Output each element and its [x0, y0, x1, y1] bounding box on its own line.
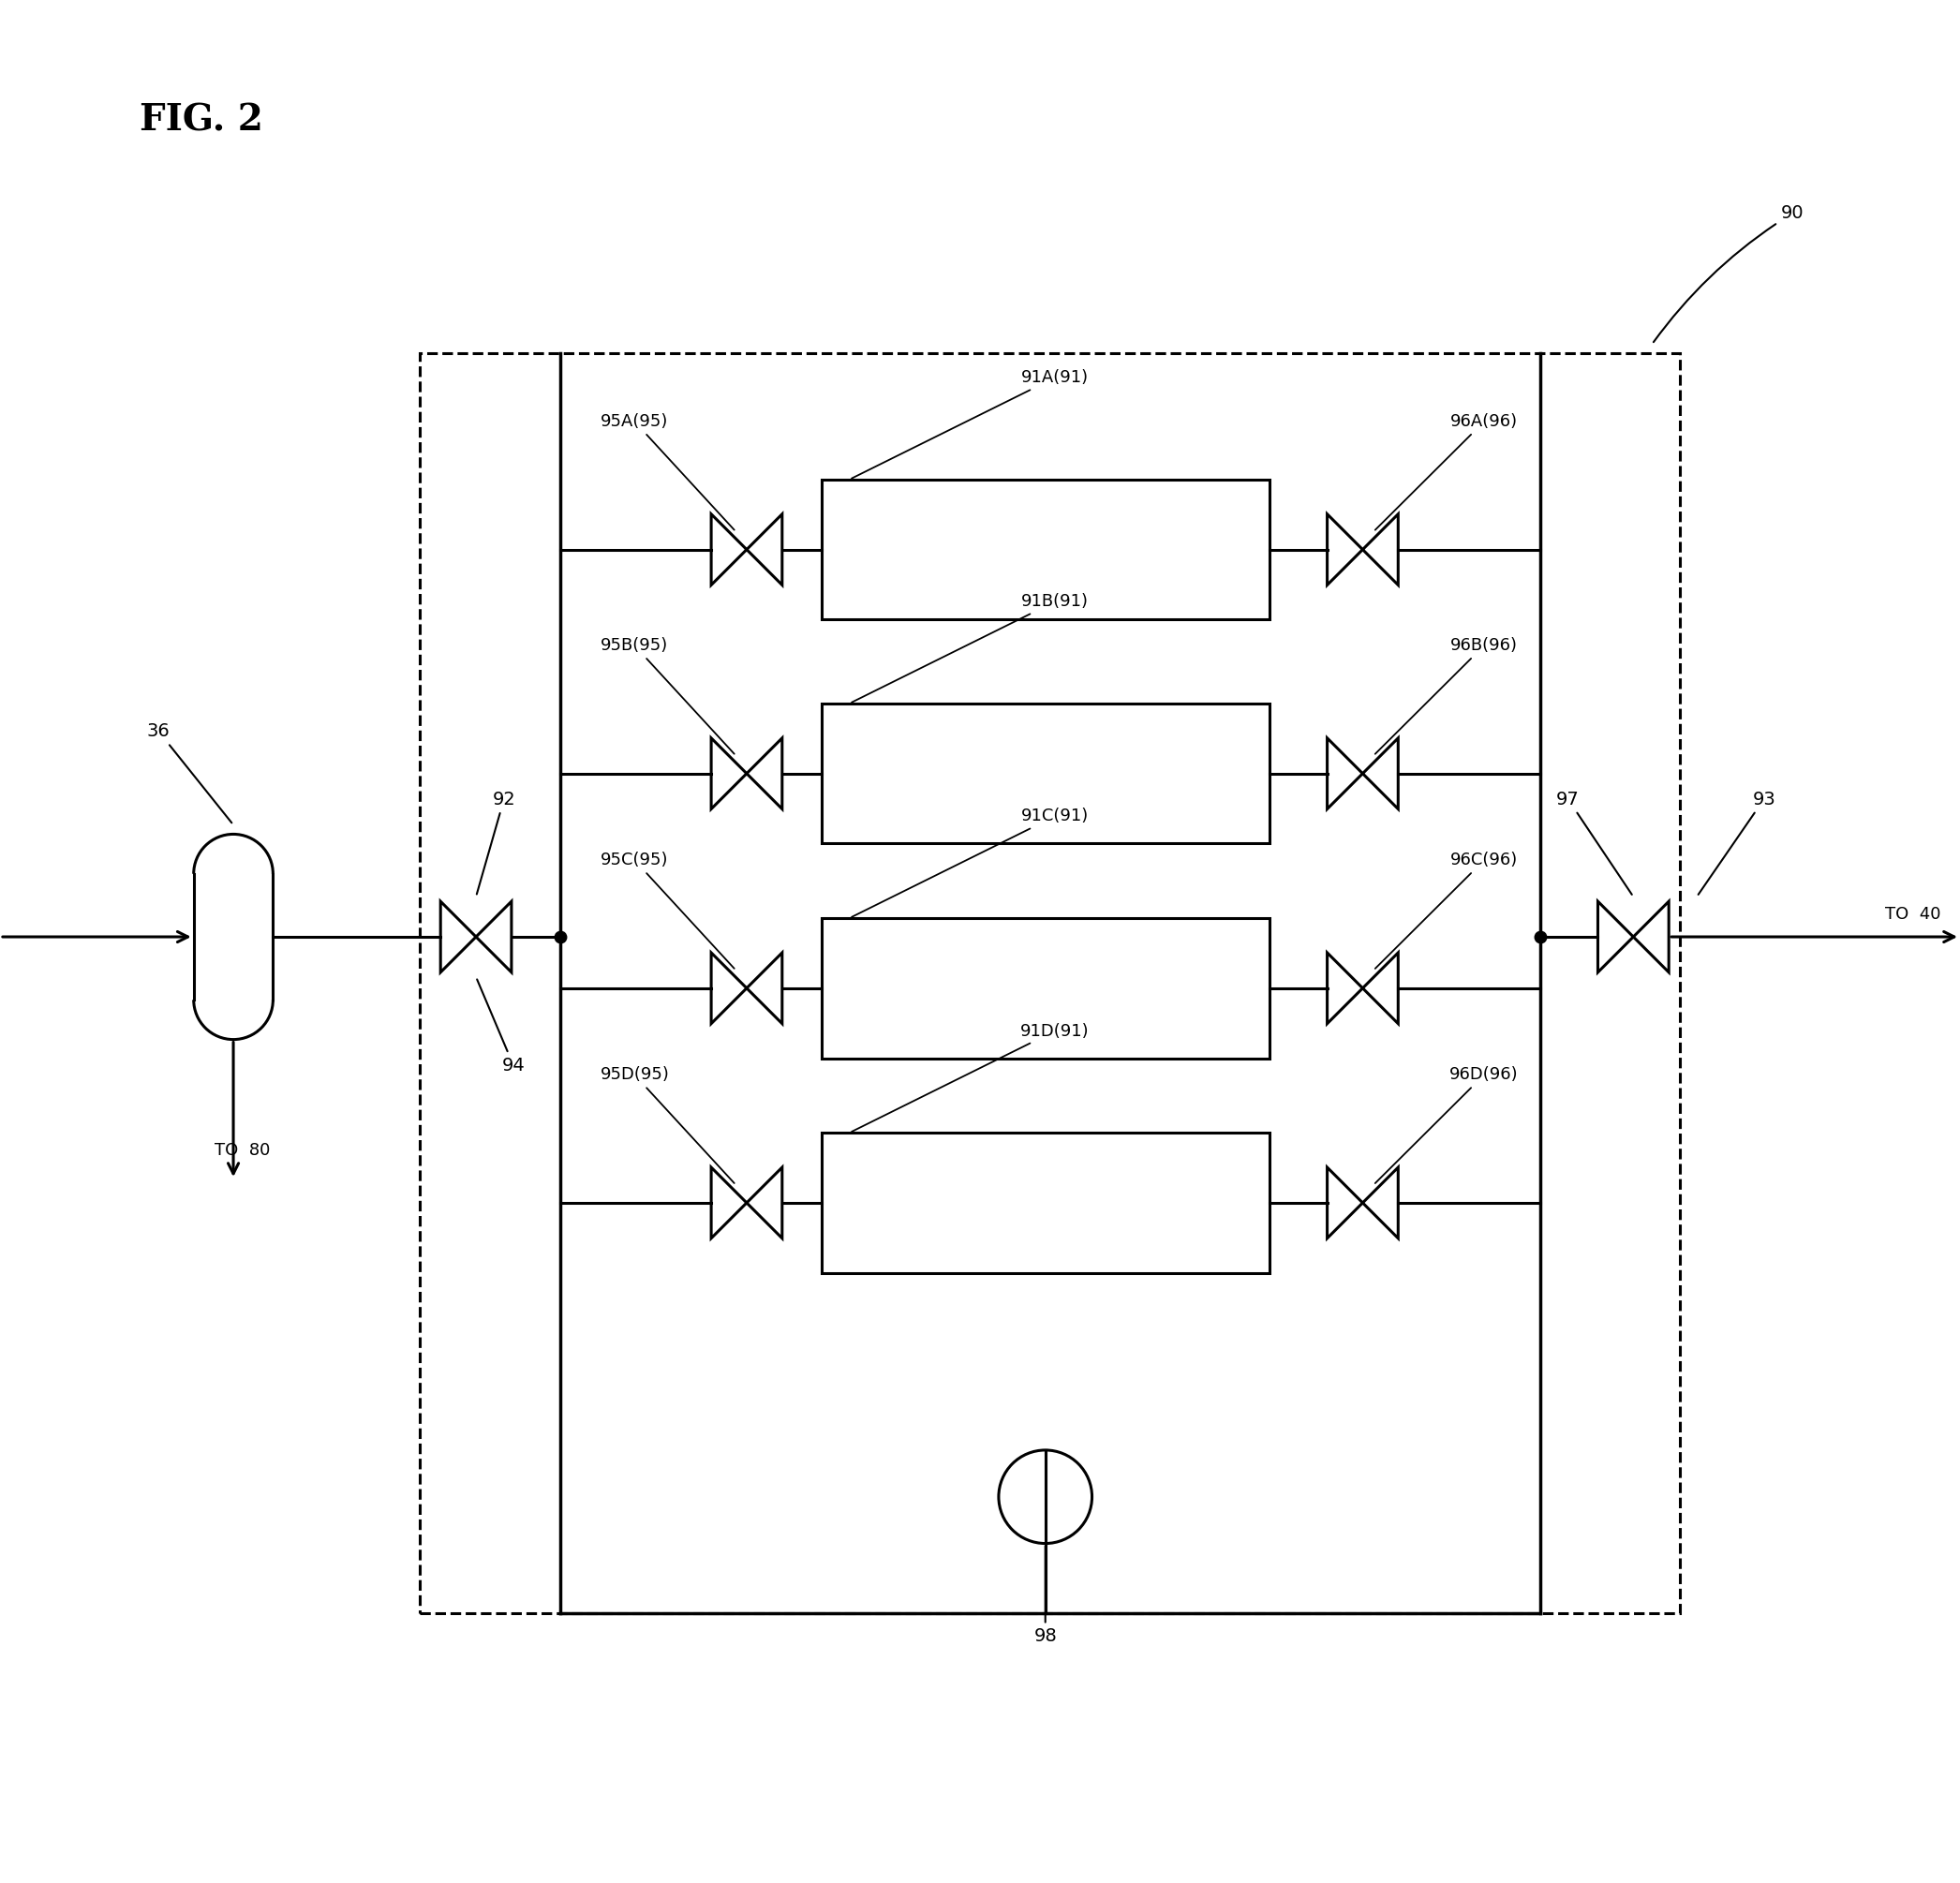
Bar: [821, 919, 1270, 1058]
Text: FIG. 2: FIG. 2: [139, 102, 263, 137]
Text: 91A(91): 91A(91): [853, 369, 1088, 478]
Bar: [821, 1134, 1270, 1273]
Text: 36: 36: [147, 723, 231, 823]
Text: 94: 94: [476, 979, 525, 1073]
Text: 98: 98: [1033, 1546, 1056, 1646]
Text: 91C(91): 91C(91): [853, 808, 1088, 917]
Text: 96A(96): 96A(96): [1376, 412, 1517, 529]
Text: TO  40: TO 40: [1886, 906, 1940, 923]
Text: 91B(91): 91B(91): [853, 593, 1088, 702]
Text: 95D(95): 95D(95): [600, 1066, 735, 1183]
Text: 96B(96): 96B(96): [1376, 636, 1517, 753]
Bar: [194, 874, 272, 1000]
Text: 93: 93: [1697, 791, 1776, 894]
Text: 92: 92: [476, 791, 515, 894]
Text: 95C(95): 95C(95): [600, 851, 735, 968]
Text: 91D(91): 91D(91): [853, 1022, 1090, 1132]
Text: 95A(95): 95A(95): [602, 412, 735, 529]
Text: 95B(95): 95B(95): [602, 636, 735, 753]
Bar: [821, 480, 1270, 620]
Text: 90: 90: [1654, 205, 1803, 343]
Text: 96D(96): 96D(96): [1376, 1066, 1519, 1183]
Bar: [821, 704, 1270, 844]
Text: TO  80: TO 80: [216, 1143, 270, 1160]
Text: 97: 97: [1556, 791, 1633, 894]
Text: 96C(96): 96C(96): [1376, 851, 1517, 968]
